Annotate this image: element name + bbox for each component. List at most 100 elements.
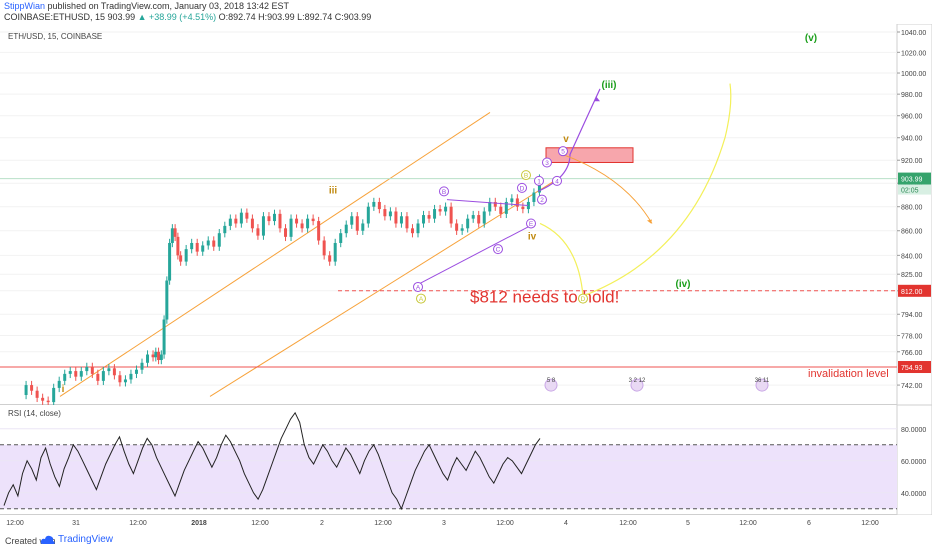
candle-body xyxy=(223,225,227,234)
candle-body xyxy=(477,215,481,224)
time-axis[interactable]: 12:00 31 12:00 2018 12:00 2 12:00 3 12:00 4 12:00 5… xyxy=(0,515,932,529)
wave-4: 4 xyxy=(555,178,559,185)
candle-body xyxy=(284,228,288,237)
price-tick-label: 1020.00 xyxy=(901,50,926,57)
candle-body xyxy=(101,371,105,381)
wave-1: 1 xyxy=(537,178,541,185)
price-tick-label: 860.00 xyxy=(901,229,923,236)
candle-body xyxy=(466,218,470,229)
wave-label-iv-paren: (iv) xyxy=(676,279,691,290)
candle-body xyxy=(383,209,387,217)
wave-label-iv: iv xyxy=(528,231,537,242)
rsi-tick-label: 40.0000 xyxy=(901,491,926,498)
candle-body xyxy=(267,216,271,222)
candle-body xyxy=(24,385,28,395)
footer: Created with TradingView xyxy=(0,531,932,550)
time-tick-label: 12:00 xyxy=(129,520,147,527)
candle-body xyxy=(46,400,50,403)
candle-body xyxy=(317,221,321,241)
wave-D-yellow-ring xyxy=(578,293,588,304)
rsi-chart-svg[interactable]: 80.0000 60.0000 40.0000 xyxy=(0,404,932,516)
candle-body xyxy=(455,223,459,231)
header-ohlc: O:892.74 H:903.99 L:892.74 C:903.99 xyxy=(218,12,372,22)
published-text: published on TradingView.com, January 03… xyxy=(47,1,290,11)
candle-body xyxy=(427,215,431,219)
triangle-upper-line xyxy=(446,199,529,207)
time-tick-label: 2018 xyxy=(191,520,207,527)
level-812-badge-bg xyxy=(898,284,931,297)
wave-A-purple-ring xyxy=(413,281,423,292)
candle-body xyxy=(272,213,276,222)
candle-body xyxy=(433,209,437,219)
candle-body xyxy=(422,215,426,224)
up-arrow-icon: ▲ xyxy=(137,12,147,22)
tradingview-cloud-icon xyxy=(40,535,55,544)
price-tick-label: 742.00 xyxy=(901,383,923,390)
event-marker-label: 5 8 xyxy=(547,378,556,384)
time-tick-label: 5 xyxy=(686,520,690,527)
header-change: +38.99 (+4.51%) xyxy=(149,12,217,22)
candle-body xyxy=(416,223,420,234)
time-tick-label: 2 xyxy=(320,520,324,527)
wave-5-ring xyxy=(558,146,568,157)
candle-body xyxy=(239,212,243,224)
candle-body xyxy=(344,224,348,234)
price-tick-label: 920.00 xyxy=(901,158,923,165)
candle-body xyxy=(217,233,221,247)
candle-body xyxy=(41,397,45,401)
rsi-pane[interactable]: 80.0000 60.0000 40.0000 RSI (14, close) xyxy=(0,404,932,516)
wave-label-i: i xyxy=(62,384,65,395)
time-axis-svg[interactable]: 12:00 31 12:00 2018 12:00 2 12:00 3 12:00 4 12:00 5… xyxy=(0,515,932,529)
wave-4-ring xyxy=(552,175,562,186)
candle-body xyxy=(311,218,315,222)
candle-body xyxy=(399,216,403,224)
candle-body xyxy=(107,368,111,372)
candle-body xyxy=(499,206,503,214)
price-tick-label: 1000.00 xyxy=(901,71,926,78)
wave-1-ring xyxy=(534,175,544,186)
wave-B-ring xyxy=(439,186,449,197)
wave-D-ring xyxy=(517,182,527,193)
price-tick-label: 825.00 xyxy=(901,272,923,279)
price-pane[interactable]: 742.00 766.00 778.00 794.00 812.00 825.00 840.… xyxy=(0,23,932,407)
time-tick-label: 12:00 xyxy=(861,520,879,527)
price-tick-label: 840.00 xyxy=(901,253,923,260)
symbol-line: COINBASE:ETHUSD, 15 903.99 ▲ +38.99 (+4.… xyxy=(4,12,371,23)
candle-body xyxy=(118,375,122,383)
candle-body xyxy=(405,216,409,229)
price-chart-svg[interactable]: 742.00 766.00 778.00 794.00 812.00 825.00 840.… xyxy=(0,23,932,407)
candle-body xyxy=(361,223,365,231)
rsi-tick-label: 80.0000 xyxy=(901,427,926,434)
candle-body xyxy=(206,240,210,246)
candle-body xyxy=(532,192,536,202)
candle-body xyxy=(168,242,172,281)
candle-body xyxy=(460,228,464,231)
candle-body xyxy=(333,242,337,262)
candle-body xyxy=(322,240,326,256)
candle-body xyxy=(157,351,161,361)
candle-body xyxy=(85,366,89,372)
rsi-tick-label: 60.0000 xyxy=(901,459,926,466)
price-tick-label: 960.00 xyxy=(901,114,923,121)
candle-body xyxy=(526,201,530,210)
candle-body xyxy=(245,212,249,219)
price-tick-label: 766.00 xyxy=(901,350,923,357)
candle-body xyxy=(482,211,486,224)
candle-body xyxy=(289,218,293,237)
candle-body xyxy=(30,385,34,391)
orange-arrowhead xyxy=(647,219,652,224)
author-link[interactable]: StippWian xyxy=(4,1,46,11)
wave-A-yellow-ring xyxy=(416,293,426,304)
candle-body xyxy=(74,371,78,377)
time-tick-label: 12:00 xyxy=(739,520,757,527)
wave-C: C xyxy=(496,247,501,254)
triangle-lower-line xyxy=(417,225,531,285)
wave-label-iii: iii xyxy=(329,186,338,197)
tradingview-brand[interactable]: TradingView xyxy=(58,534,114,545)
candle-body xyxy=(388,211,392,217)
candle-body xyxy=(449,206,453,224)
wave-2-ring xyxy=(537,194,547,205)
event-marker-label: 3 2 12 xyxy=(629,378,646,384)
time-tick-label: 12:00 xyxy=(619,520,637,527)
candle-body xyxy=(154,351,158,358)
